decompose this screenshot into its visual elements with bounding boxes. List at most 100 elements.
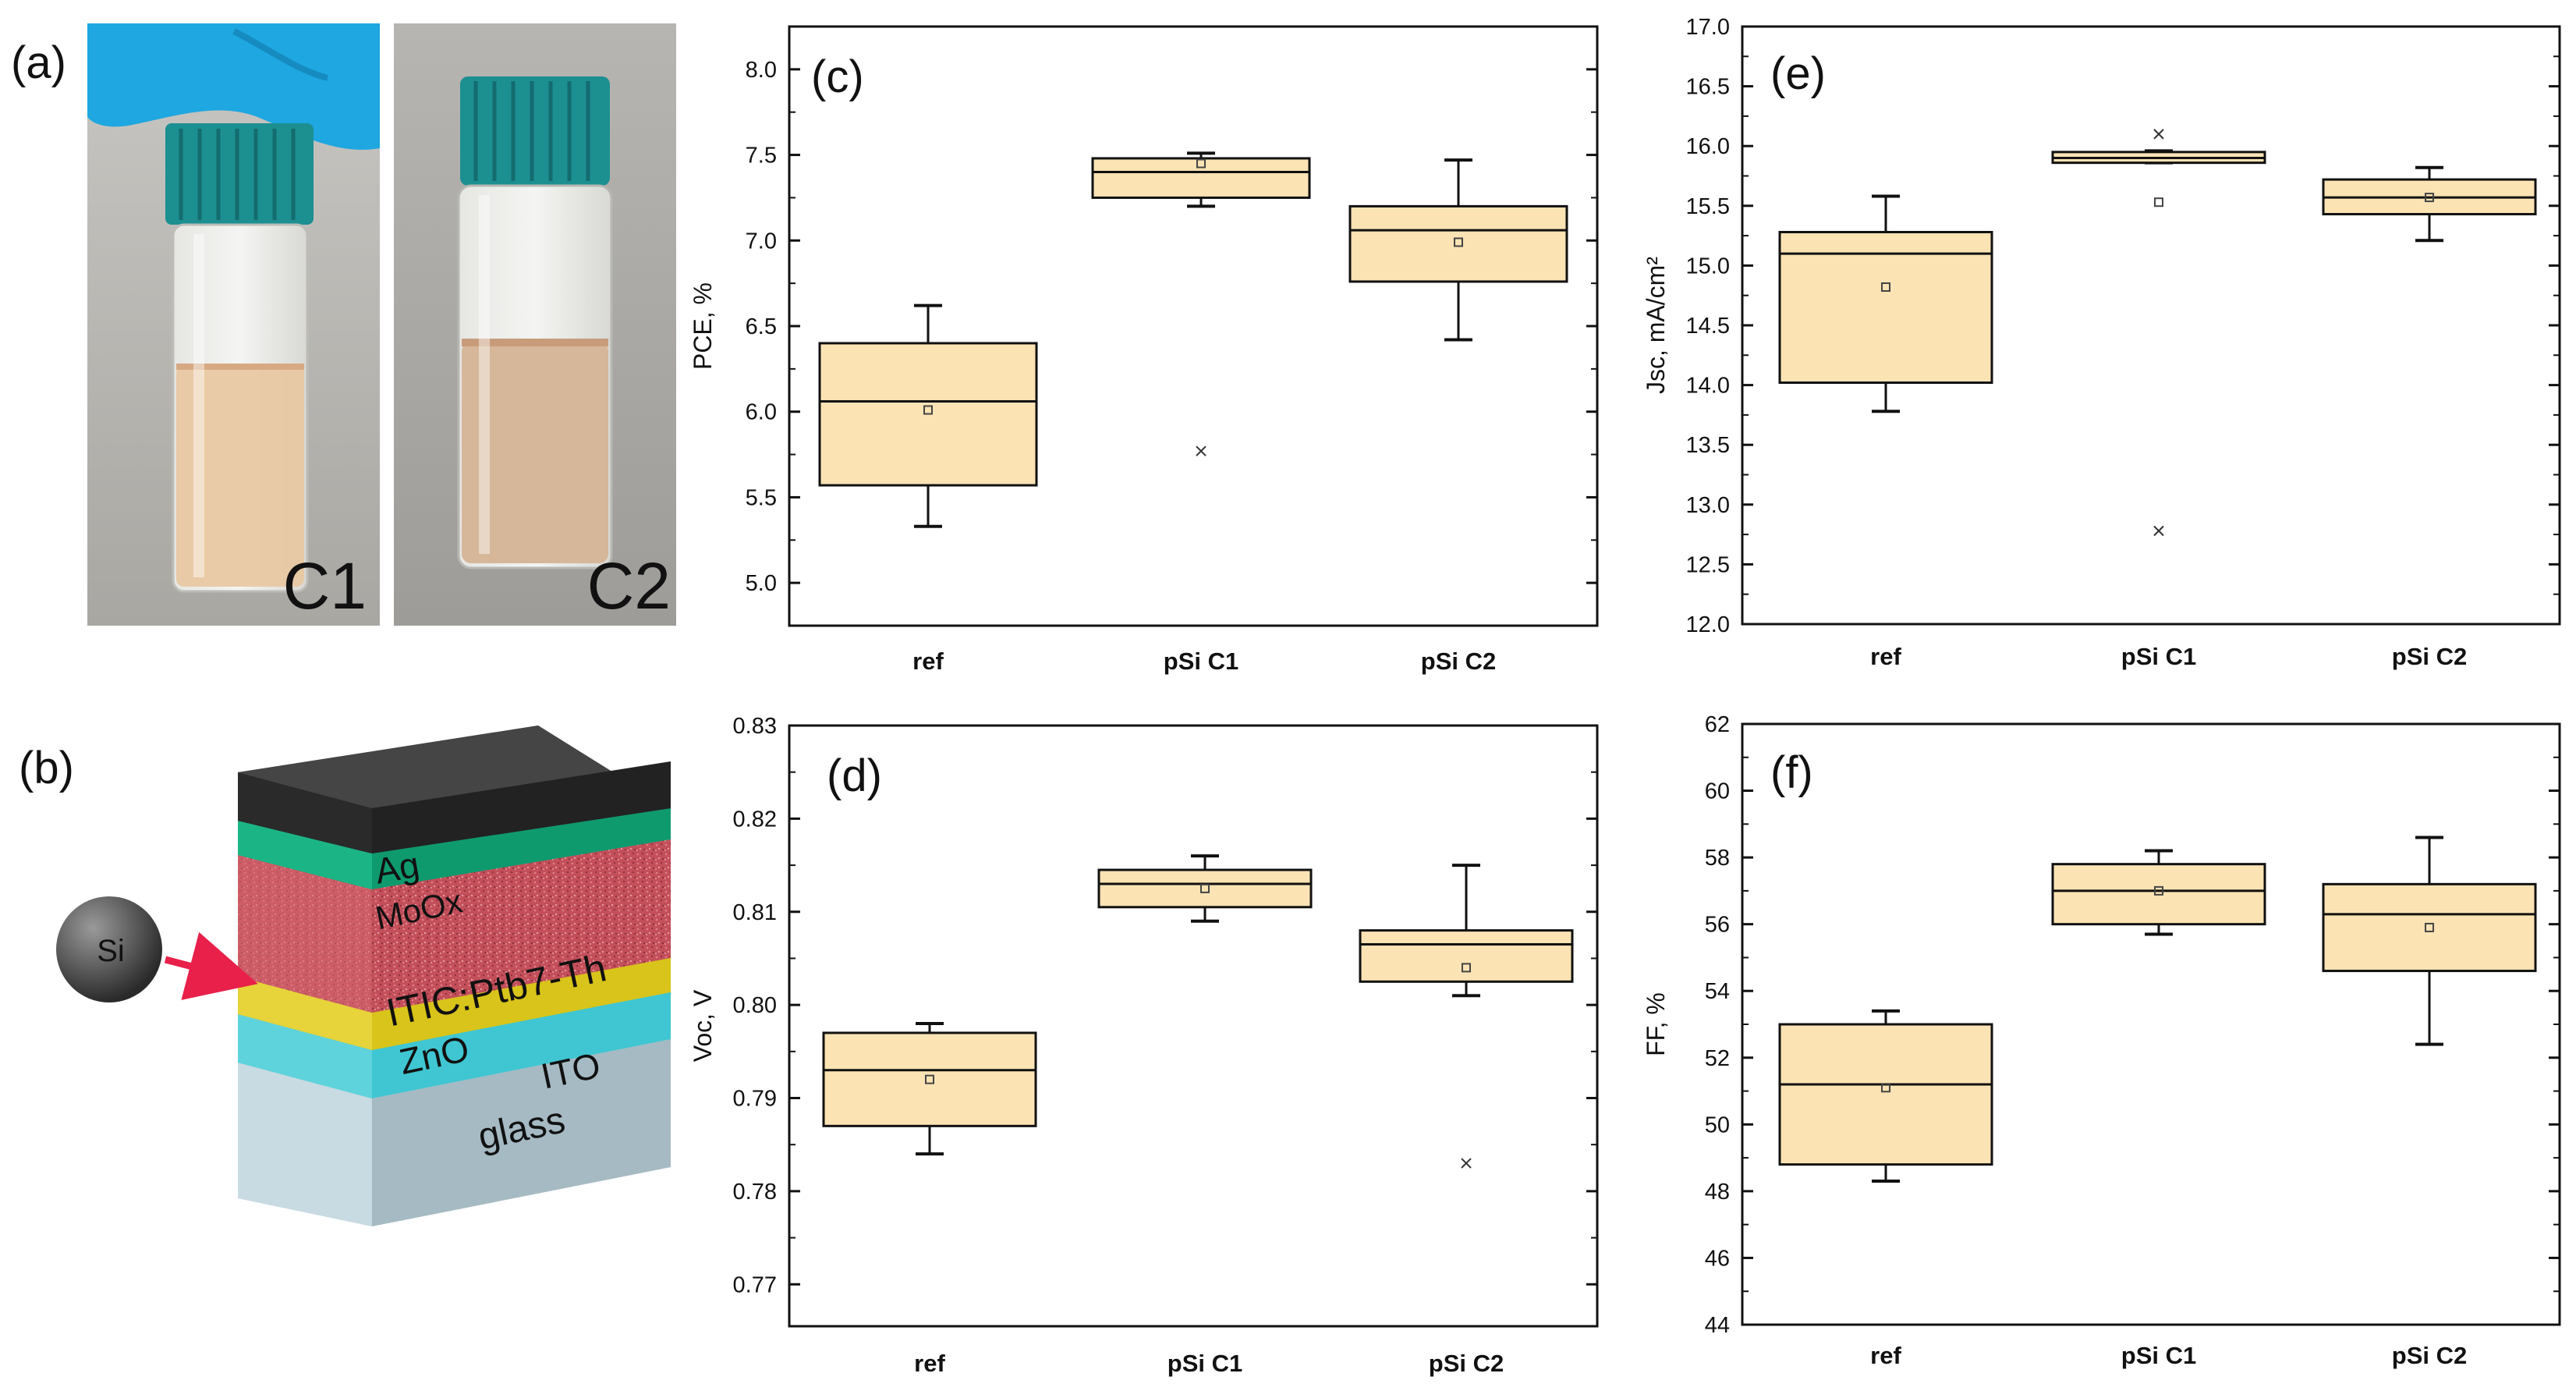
x-tick-label: ref (914, 1350, 945, 1377)
si-label: Si (97, 934, 125, 968)
box-1 (818, 303, 1038, 528)
plot-frame (788, 25, 1599, 627)
y-tick-label: 56 (1705, 913, 1730, 938)
x-tick-label: pSi C1 (2121, 643, 2196, 670)
y-tick-label: 7.0 (746, 229, 777, 254)
y-axis-label: FF, % (1642, 992, 1670, 1056)
box-2 (2051, 129, 2266, 537)
outlier-marker (2153, 129, 2164, 140)
panel-b: (b) glass ITO ZnO ITIC:Ptb7-Th (19, 726, 671, 1226)
x-tick-label: ref (1870, 1342, 1901, 1369)
panel-label-d: (d) (827, 750, 882, 801)
box-2 (1097, 854, 1313, 923)
y-tick-label: 50 (1705, 1112, 1730, 1137)
y-tick-label: 13.5 (1686, 433, 1730, 458)
box-iqr (1348, 204, 1568, 283)
panel-label-f: (f) (1770, 747, 1813, 798)
y-tick-label: 5.0 (746, 571, 777, 596)
plot-frame (788, 724, 1599, 1328)
y-tick-label: 44 (1705, 1313, 1730, 1338)
mean-marker (2425, 193, 2434, 203)
y-tick-label: 54 (1705, 979, 1730, 1004)
y-axis-label: Jsc, mA/cm² (1642, 257, 1670, 394)
y-tick-label: 0.83 (733, 714, 777, 739)
si-particle: Si (56, 896, 258, 1002)
mean-marker (2154, 197, 2163, 208)
layer-ag: Ag (238, 726, 671, 892)
box-1 (1778, 1009, 1993, 1183)
outlier-marker (1461, 1158, 1472, 1169)
y-tick-label: 62 (1705, 712, 1730, 737)
y-axis-label: Voc, V (689, 989, 717, 1062)
outlier-marker (2153, 525, 2164, 537)
x-tick-label: pSi C1 (1164, 648, 1238, 675)
x-tick-label: ref (1870, 643, 1901, 670)
y-tick-label: 60 (1705, 779, 1730, 804)
x-tick-label: pSi C2 (2392, 1342, 2467, 1369)
y-tick-label: 52 (1705, 1046, 1730, 1071)
layer-label-ag: Ag (372, 844, 422, 892)
box-iqr (1778, 1023, 1993, 1166)
y-tick-label: 15.5 (1686, 194, 1730, 219)
mean-marker (1881, 1083, 1890, 1093)
x-tick-label: pSi C1 (1168, 1350, 1242, 1377)
mean-marker (1200, 883, 1210, 893)
mean-marker (1462, 963, 1471, 973)
y-tick-label: 0.80 (733, 993, 777, 1018)
y-tick-label: 0.81 (733, 900, 777, 925)
y-tick-label: 12.0 (1686, 612, 1730, 637)
panel-a: (a) C1 (11, 23, 676, 626)
x-tick-label: pSi C2 (1429, 1350, 1504, 1377)
chart-pce: (c) 5.0 5.5 6.0 6.5 7.0 7.5 8.0 PCE, % ref pSi C1… (689, 25, 1599, 675)
box-iqr (1359, 929, 1574, 983)
vial-cap-icon (460, 76, 610, 186)
arrow-icon (164, 931, 258, 1000)
mean-marker (925, 1074, 934, 1084)
y-axis-label: PCE, % (689, 282, 717, 370)
box-2 (2051, 849, 2266, 936)
mean-marker (2154, 885, 2163, 896)
y-tick-label: 13.0 (1686, 493, 1730, 518)
y-tick-label: 5.5 (746, 485, 777, 510)
x-tick-label: pSi C1 (2121, 1342, 2196, 1369)
vial-liquid (462, 342, 608, 563)
y-tick-label: 7.5 (746, 144, 777, 169)
vial-label-c2: C2 (587, 549, 671, 623)
y-tick-label: 15.0 (1686, 254, 1730, 279)
y-tick-label: 14.5 (1686, 314, 1730, 339)
y-tick-label: 0.79 (733, 1087, 777, 1112)
box-iqr (1091, 157, 1311, 199)
mean-marker (1454, 237, 1463, 247)
mean-marker (1881, 282, 1890, 292)
chart-ff: (f) 44 46 48 50 52 54 56 58 60 62 FF, % ref pSi C1 pS… (1642, 712, 2561, 1369)
chart-voc: (d) 0.77 0.78 0.79 0.80 0.81 0.82 0.83 Voc, V re… (689, 714, 1599, 1377)
box-iqr (1778, 231, 1993, 385)
box-3 (2322, 836, 2537, 1046)
panel-label-c: (c) (811, 51, 864, 102)
y-tick-label: 0.77 (733, 1272, 777, 1297)
photo-c1: C1 (87, 23, 380, 626)
glove-icon (87, 23, 380, 150)
y-tick-label: 46 (1705, 1246, 1730, 1271)
outlier-marker (1196, 445, 1207, 456)
y-tick-label: 12.5 (1686, 552, 1730, 577)
box-1 (1778, 194, 1993, 413)
y-tick-label: 48 (1705, 1180, 1730, 1205)
chart-jsc: (e) 12.0 12.5 13.0 13.5 14.0 14.5 15.0 15.5 16.0… (1642, 15, 2561, 670)
panel-label-b: (b) (19, 743, 74, 793)
x-tick-label: pSi C2 (1421, 648, 1496, 675)
mean-marker (923, 405, 933, 415)
box-iqr (2322, 882, 2537, 973)
box-2 (1091, 151, 1311, 456)
box-3 (2322, 165, 2537, 243)
mean-marker (1196, 158, 1206, 169)
y-tick-label: 0.82 (733, 807, 777, 832)
y-tick-label: 0.78 (733, 1180, 777, 1205)
y-tick-label: 14.0 (1686, 374, 1730, 399)
box-3 (1359, 864, 1574, 1169)
photo-c2: C2 (394, 23, 676, 626)
y-tick-label: 8.0 (746, 58, 777, 83)
y-tick-label: 16.5 (1686, 75, 1730, 100)
y-tick-label: 6.5 (746, 314, 777, 339)
